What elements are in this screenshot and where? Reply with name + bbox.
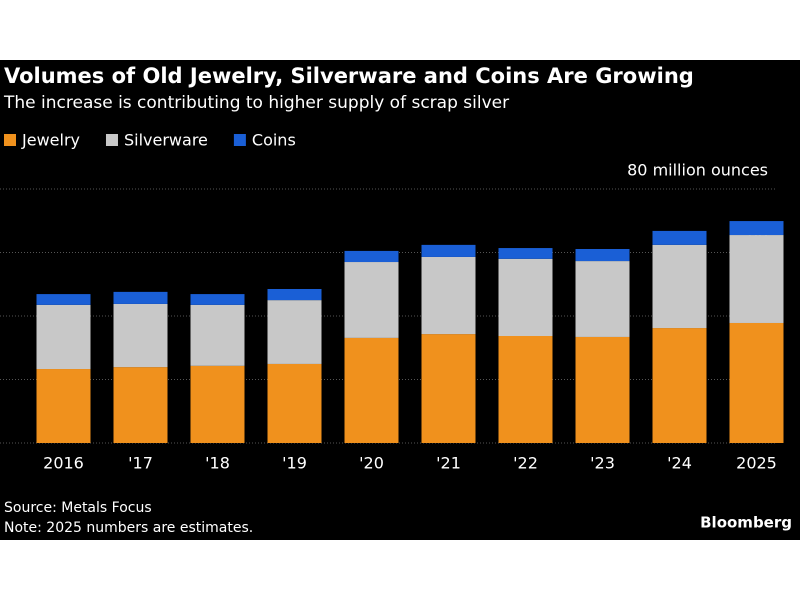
- bar-segment: [652, 244, 707, 329]
- bar-segment: [190, 365, 245, 443]
- bar-segment: [421, 244, 476, 257]
- bar-segment: [36, 294, 91, 305]
- bar-segment: [113, 303, 168, 368]
- bar-segment: [36, 369, 91, 443]
- bar-segment: [190, 294, 245, 305]
- legend-label: Silverware: [124, 131, 208, 150]
- bar-segment: [267, 289, 322, 301]
- y-tick-label: 80 million ounces: [627, 161, 768, 180]
- chart-title: Volumes of Old Jewelry, Silverware and C…: [4, 64, 694, 88]
- bar-segment: [421, 256, 476, 335]
- bar-segment: [575, 261, 630, 337]
- x-tick-label: 2016: [43, 454, 84, 473]
- bar-segment: [344, 337, 399, 443]
- x-tick-label: '20: [359, 454, 384, 473]
- bar-segment: [113, 291, 168, 304]
- bar-segment: [652, 230, 707, 245]
- bar-segment: [498, 248, 553, 259]
- x-tick-label: '18: [205, 454, 230, 473]
- bar-segment: [729, 235, 784, 323]
- source: Source: Metals Focus: [4, 500, 152, 516]
- bar-segment: [344, 262, 399, 338]
- chart-subtitle: The increase is contributing to higher s…: [3, 93, 509, 113]
- bar-segment: [729, 322, 784, 443]
- bar-segment: [267, 363, 322, 443]
- legend-label: Jewelry: [21, 131, 80, 150]
- x-tick-label: '19: [282, 454, 307, 473]
- bar-segment: [421, 334, 476, 443]
- legend-swatch: [4, 134, 16, 146]
- x-tick-label: '23: [590, 454, 615, 473]
- bar-segment: [36, 304, 91, 370]
- legend-label: Coins: [252, 131, 296, 150]
- x-tick-label: '21: [436, 454, 461, 473]
- brand: Bloomberg: [700, 514, 792, 532]
- bar-segment: [267, 300, 322, 364]
- x-tick-label: '17: [128, 454, 153, 473]
- bar-segment: [575, 249, 630, 262]
- legend-swatch: [233, 134, 246, 146]
- bar-segment: [344, 250, 399, 263]
- note: Note: 2025 numbers are estimates.: [4, 520, 253, 536]
- bar-segment: [498, 336, 553, 443]
- bar-segment: [190, 304, 245, 366]
- bar-segment: [113, 367, 168, 443]
- x-tick-label: '24: [667, 454, 692, 473]
- bar-segment: [575, 336, 630, 443]
- x-tick-label: 2025: [736, 454, 777, 473]
- bar-segment: [652, 328, 707, 443]
- x-tick-label: '22: [513, 454, 538, 473]
- legend-swatch: [105, 134, 118, 146]
- bar-segment: [498, 258, 553, 337]
- bar-segment: [729, 221, 784, 236]
